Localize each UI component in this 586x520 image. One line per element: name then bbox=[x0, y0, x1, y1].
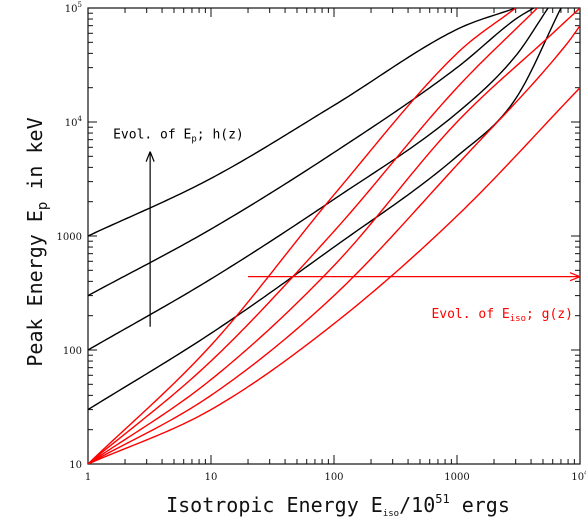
annotation-label: Evol. of Eiso; g(z) bbox=[431, 307, 573, 324]
series-line bbox=[88, 8, 516, 237]
y-tick-label: 104 bbox=[65, 115, 83, 129]
annotation-label: Evol. of Ep; h(z) bbox=[113, 127, 244, 144]
y-tick-label: 100 bbox=[63, 346, 82, 357]
y-tick-label: 105 bbox=[65, 1, 82, 15]
series-line bbox=[88, 8, 538, 464]
y-tick-label: 1000 bbox=[57, 232, 82, 243]
x-tick-label: 1000 bbox=[444, 472, 469, 483]
series-line bbox=[88, 8, 535, 297]
annotations: Evol. of Ep; h(z) Evol. of Eiso; g(z) bbox=[113, 127, 581, 327]
annotation-arrow-head bbox=[145, 151, 155, 162]
series-line bbox=[88, 87, 580, 464]
x-tick-label: 104 bbox=[571, 469, 586, 483]
x-tick-label: 10 bbox=[205, 472, 218, 483]
x-tick-label: 1 bbox=[85, 472, 91, 483]
series-line bbox=[88, 8, 517, 464]
tick-marks bbox=[87, 7, 581, 465]
x-tick-label: 100 bbox=[324, 472, 343, 483]
series-group bbox=[88, 8, 580, 464]
series-line bbox=[88, 8, 562, 411]
series-line bbox=[88, 8, 549, 351]
series-line bbox=[88, 25, 580, 464]
y-tick-label: 10 bbox=[69, 460, 82, 471]
y-axis-title: Peak Energy Ep in keV bbox=[23, 117, 51, 366]
x-axis-title: Isotropic Energy Eiso/1051 ergs bbox=[166, 492, 510, 519]
annotation-arrow-head bbox=[569, 272, 581, 282]
tick-labels: 1101001000104101001000104105 bbox=[57, 1, 586, 483]
series-line bbox=[88, 8, 580, 464]
